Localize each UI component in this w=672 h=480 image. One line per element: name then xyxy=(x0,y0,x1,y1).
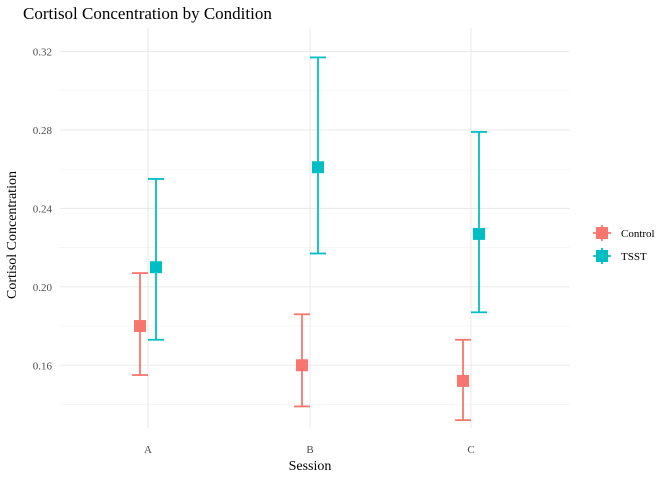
x-tick-label: A xyxy=(144,444,152,456)
tsst-point xyxy=(473,227,485,240)
control-point xyxy=(134,320,146,333)
chart-title: Cortisol Concentration by Condition xyxy=(23,4,272,23)
tsst-point xyxy=(150,261,162,274)
legend-label-tsst: TSST xyxy=(621,251,647,263)
x-tick-label: B xyxy=(306,444,313,456)
y-tick-label: 0.20 xyxy=(33,282,53,294)
y-tick-label: 0.32 xyxy=(33,47,52,59)
y-tick-label: 0.28 xyxy=(33,125,53,137)
legend-key-tsst xyxy=(593,248,611,264)
grid-layer xyxy=(60,28,570,428)
legend-key-control xyxy=(593,225,611,241)
tsst-point xyxy=(312,161,324,174)
tsst-errorbar xyxy=(310,56,326,255)
y-axis-title: Cortisol Concentration xyxy=(5,171,20,299)
legend-key-swatch xyxy=(596,227,608,239)
legend-key-swatch xyxy=(596,250,608,262)
x-tick-label: C xyxy=(467,444,474,456)
legend: Control TSST xyxy=(593,225,655,264)
point-layer xyxy=(134,161,485,387)
legend-label-control: Control xyxy=(621,228,655,240)
tsst-errorbar xyxy=(471,131,487,314)
control-point xyxy=(296,359,308,372)
y-tick-label: 0.24 xyxy=(33,203,53,215)
control-point xyxy=(457,374,469,387)
tick-layer: 0.16 0.20 0.24 0.28 0.32 A B C xyxy=(33,47,475,456)
y-tick-label: 0.16 xyxy=(33,360,53,372)
x-axis-title: Session xyxy=(289,459,332,474)
tsst-errorbar xyxy=(148,178,164,341)
